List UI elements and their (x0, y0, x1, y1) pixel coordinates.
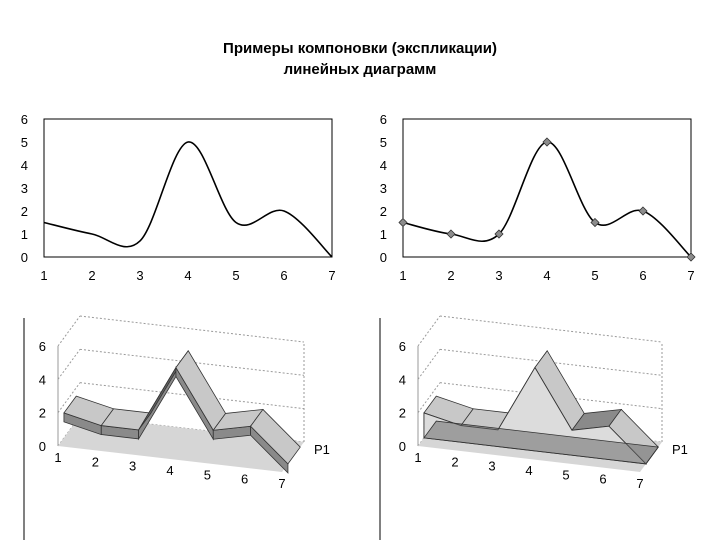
depth-axis-label: P1 (672, 442, 688, 457)
x-tick-label: 3 (136, 268, 143, 283)
y-tick-label: 6 (39, 339, 46, 354)
x-tick-label: 7 (687, 268, 694, 283)
y-tick-label: 2 (21, 204, 28, 219)
ribbon-top-segment (250, 408, 301, 465)
y-tick-label: 3 (380, 181, 387, 196)
data-point-marker (398, 217, 408, 228)
x-tick-label: 5 (591, 268, 598, 283)
x-tick-label: 4 (184, 268, 191, 283)
y-tick-label: 3 (21, 181, 28, 196)
plot-frame (402, 118, 692, 258)
x-tick-label: 7 (278, 476, 285, 491)
gridline-back (439, 382, 663, 410)
x-tick-label: 6 (599, 472, 606, 487)
y-tick-label: 2 (399, 406, 406, 421)
gridline-side (417, 349, 441, 380)
x-tick-label: 6 (241, 472, 248, 487)
x-tick-label: 1 (414, 450, 421, 465)
x-tick-label: 2 (451, 454, 458, 469)
series-line (402, 141, 692, 258)
y-tick-label: 0 (39, 439, 46, 454)
y-tick-label: 5 (21, 135, 28, 150)
y-tick-label: 0 (399, 439, 406, 454)
x-tick-label: 3 (495, 268, 502, 283)
x-tick-label: 1 (54, 450, 61, 465)
gridline-side (417, 315, 441, 347)
x-tick-label: 2 (88, 268, 95, 283)
page-title: Примеры компоновки (экспликации) линейны… (0, 38, 720, 80)
y-tick-label: 4 (39, 372, 46, 387)
y-tick-label: 1 (380, 227, 387, 242)
x-tick-label: 5 (562, 467, 569, 482)
x-tick-label: 2 (447, 268, 454, 283)
y-tick-label: 6 (399, 339, 406, 354)
x-tick-label: 4 (166, 463, 173, 478)
y-tick-label: 5 (380, 135, 387, 150)
depth-axis-label: P1 (314, 442, 330, 457)
gridline-back (439, 348, 663, 376)
series-line (43, 141, 333, 258)
plot-frame (43, 118, 333, 258)
data-point-marker (494, 229, 504, 239)
gridline-back (439, 315, 663, 343)
y-tick-label: 4 (21, 158, 28, 173)
x-tick-label: 6 (280, 268, 287, 283)
x-tick-label: 4 (525, 463, 532, 478)
x-tick-label: 3 (488, 459, 495, 474)
y-tick-label: 6 (380, 112, 387, 127)
gridline-side (57, 315, 81, 347)
y-tick-label: 1 (21, 227, 28, 242)
chart-4: 0 2 4 6 1 2 3 4 5 6 7 P1 (399, 315, 688, 491)
gridline-back (79, 315, 305, 343)
x-tick-label: 1 (40, 268, 47, 283)
x-tick-label: 6 (639, 268, 646, 283)
x-tick-label: 3 (129, 459, 136, 474)
data-point-marker (686, 252, 696, 262)
x-tick-label: 5 (232, 268, 239, 283)
data-point-marker (446, 229, 456, 239)
y-tick-label: 2 (380, 204, 387, 219)
x-tick-label: 4 (543, 268, 550, 283)
data-point-marker (590, 217, 600, 228)
title-line-1: Примеры компоновки (экспликации) (223, 40, 497, 57)
y-tick-label: 0 (380, 250, 387, 265)
data-point-marker (638, 206, 648, 216)
x-tick-label: 2 (92, 454, 99, 469)
y-tick-label: 4 (399, 372, 406, 387)
y-tick-label: 6 (21, 112, 28, 127)
x-tick-label: 7 (328, 268, 335, 283)
y-tick-label: 4 (380, 158, 387, 173)
title-line-2: линейных диаграмм (283, 61, 437, 78)
area-base-edge (423, 420, 659, 465)
y-tick-label: 0 (21, 250, 28, 265)
x-tick-label: 5 (204, 467, 211, 482)
y-tick-label: 2 (39, 406, 46, 421)
x-tick-label: 7 (636, 476, 643, 491)
x-tick-label: 1 (399, 268, 406, 283)
data-point-marker (542, 137, 552, 147)
gridline-side (57, 349, 81, 380)
chart-3: 0 2 4 6 1 2 3 4 5 6 7 P1 (39, 315, 330, 491)
